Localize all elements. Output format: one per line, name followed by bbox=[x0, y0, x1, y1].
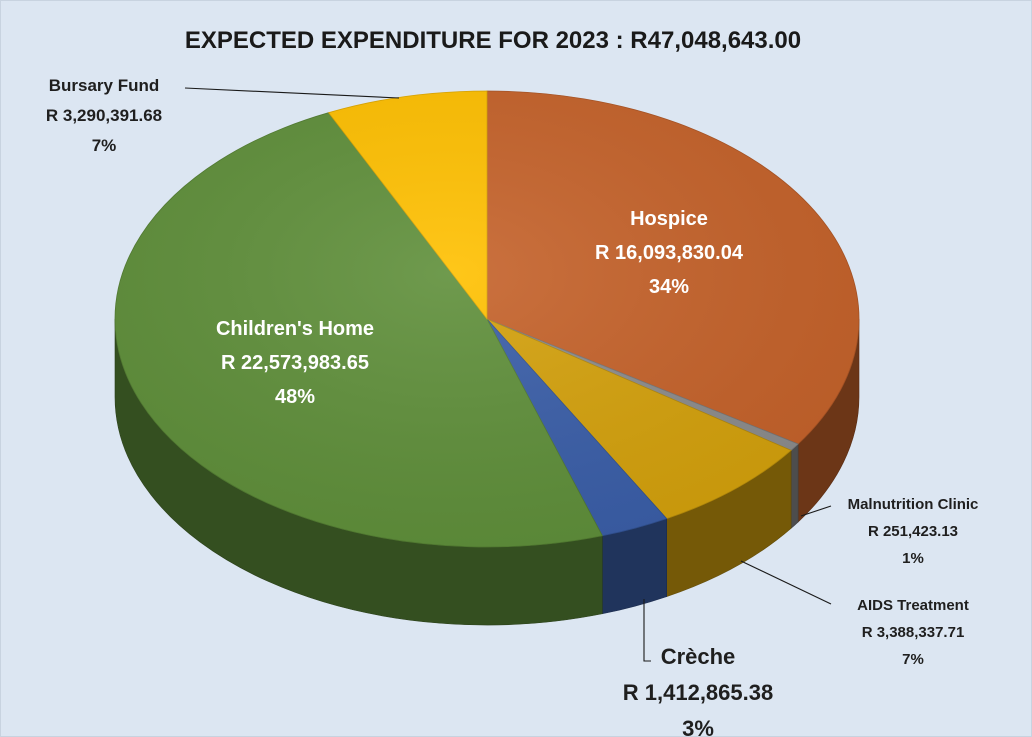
slice-label-percent-hospice: 34% bbox=[649, 276, 689, 298]
slice-label-value-aids-treatment: R 3,388,337.71 bbox=[862, 624, 965, 641]
slice-label-percent-aids-treatment: 7% bbox=[902, 651, 924, 668]
slice-label-name-malnutrition-clinic: Malnutrition Clinic bbox=[848, 496, 979, 513]
leader-line-aids-treatment bbox=[740, 560, 832, 605]
slice-label-name-aids-treatment: AIDS Treatment bbox=[857, 597, 969, 614]
slice-label-value-children-s-home: R 22,573,983.65 bbox=[221, 352, 369, 374]
slice-label-name-bursary-fund: Bursary Fund bbox=[49, 76, 160, 95]
leader-line-malnutrition-clinic bbox=[800, 505, 832, 517]
slice-label-name-cr-che: Crèche bbox=[661, 644, 736, 669]
slice-side-malnutrition-clinic bbox=[790, 443, 799, 529]
slice-label-percent-malnutrition-clinic: 1% bbox=[902, 550, 924, 567]
slice-label-value-cr-che: R 1,412,865.38 bbox=[623, 680, 773, 705]
chart-title: EXPECTED EXPENDITURE FOR 2023 : R47,048,… bbox=[185, 27, 801, 54]
leader-line-cr-che bbox=[643, 599, 651, 662]
slice-label-percent-children-s-home: 48% bbox=[275, 386, 315, 408]
slice-label-value-hospice: R 16,093,830.04 bbox=[595, 242, 744, 264]
slice-label-name-hospice: Hospice bbox=[630, 208, 708, 230]
slice-label-percent-bursary-fund: 7% bbox=[92, 136, 117, 155]
leader-line-bursary-fund bbox=[184, 87, 400, 99]
slice-label-value-malnutrition-clinic: R 251,423.13 bbox=[868, 523, 958, 540]
pie-sheen bbox=[115, 91, 859, 547]
slice-label-value-bursary-fund: R 3,290,391.68 bbox=[46, 106, 162, 125]
slice-label-name-children-s-home: Children's Home bbox=[216, 318, 374, 340]
slice-label-percent-cr-che: 3% bbox=[682, 716, 714, 737]
